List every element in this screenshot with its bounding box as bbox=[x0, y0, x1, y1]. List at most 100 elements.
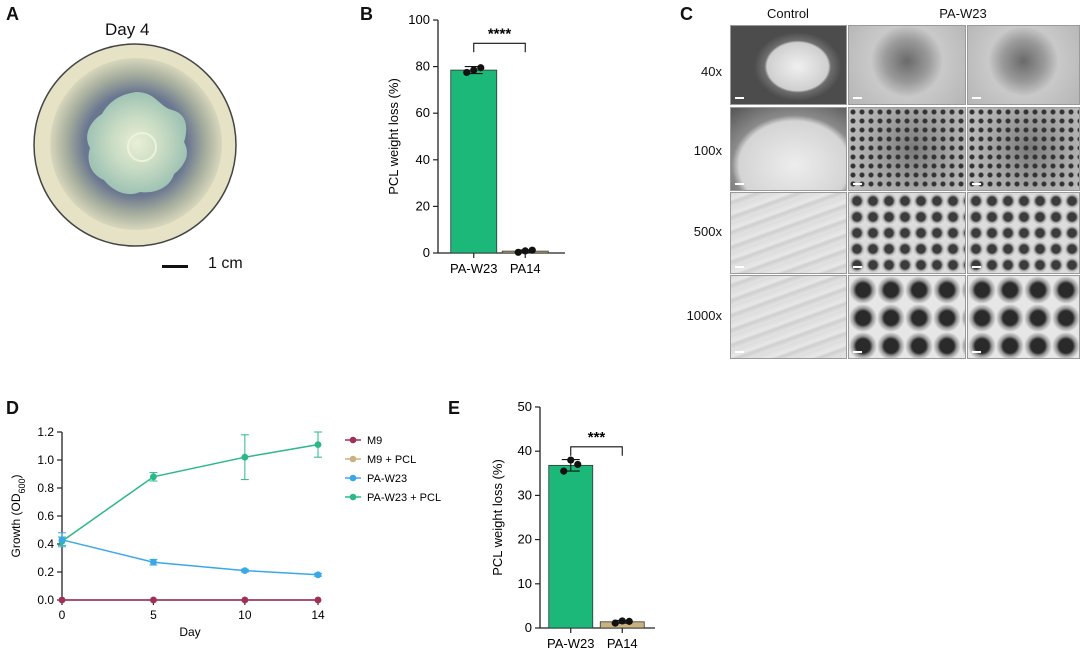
data-point-pa-w23 bbox=[241, 567, 249, 574]
data-point bbox=[611, 619, 619, 627]
data-point bbox=[463, 68, 471, 77]
data-point bbox=[574, 460, 582, 469]
panel-c-letter: C bbox=[680, 4, 693, 24]
legend-swatch-marker-pa-w23-pcl bbox=[349, 493, 357, 501]
legend-entry-pa-w23: PA-W23 bbox=[367, 473, 407, 485]
panel-a-title: Day 4 bbox=[105, 20, 150, 39]
legend-swatch-marker-m9 bbox=[349, 436, 357, 444]
sem-image-pa-w23-1-40x bbox=[848, 25, 966, 105]
x-tick-label: 10 bbox=[238, 608, 252, 622]
x-tick-label: 5 bbox=[150, 608, 157, 622]
sem-image-pa-w23-2-1000x bbox=[967, 275, 1080, 359]
x-tick-label: 14 bbox=[311, 608, 325, 622]
y-tick-label: 20 bbox=[518, 532, 532, 547]
scale-bar-marker bbox=[735, 97, 744, 99]
data-point-m9 bbox=[58, 596, 66, 604]
data-point bbox=[514, 248, 522, 256]
column-header-control: Control bbox=[767, 6, 809, 21]
significance-bracket bbox=[473, 42, 526, 53]
panel-e-letter: E bbox=[448, 398, 461, 418]
y-tick-label: 0.4 bbox=[37, 537, 54, 551]
y-tick-label: 0.6 bbox=[37, 509, 54, 523]
y-tick-label: 1.2 bbox=[37, 425, 54, 439]
column-header-pa-w23: PA-W23 bbox=[939, 6, 987, 21]
scale-bar-marker bbox=[853, 266, 862, 268]
magnification-label-1000x: 1000x bbox=[686, 308, 722, 323]
sem-image-control-100x bbox=[730, 107, 847, 191]
data-point-pa-w23 bbox=[150, 558, 157, 566]
scale-bar-marker bbox=[972, 183, 981, 185]
y-tick-label: 40 bbox=[416, 152, 430, 167]
scale-bar-marker bbox=[735, 351, 744, 353]
scale-bar-marker bbox=[853, 351, 862, 353]
x-tick-label: PA-W23 bbox=[547, 636, 594, 650]
sem-image-pa-w23-1-100x bbox=[848, 107, 966, 191]
scale-bar-marker bbox=[972, 266, 981, 268]
sem-image-pa-w23-2-500x bbox=[967, 192, 1080, 274]
data-point-pa-w23-pcl bbox=[150, 473, 157, 481]
data-point-pa-w23 bbox=[314, 571, 322, 579]
chart-b: 0 20 40 60 80 100 PCL weight loss (%) PA-W23 PA1… bbox=[386, 12, 565, 276]
panel-b-letter: B bbox=[360, 4, 373, 24]
x-axis-label: Day bbox=[179, 625, 200, 639]
magnification-label-500x: 500x bbox=[693, 224, 722, 239]
y-tick-label: 40 bbox=[518, 443, 532, 458]
sem-image-pa-w23-2-40x bbox=[967, 25, 1080, 105]
y-tick-label: 0.2 bbox=[37, 565, 54, 579]
data-point-m9 bbox=[150, 596, 157, 604]
data-point-pa-w23 bbox=[58, 536, 66, 544]
data-point-m9 bbox=[241, 596, 249, 604]
x-tick-label: 0 bbox=[59, 608, 66, 622]
chart-d: 0.0 0.2 0.4 0.6 0.8 1.0 1.2 0 5 10 14 Day Growth (OD… bbox=[9, 425, 441, 639]
sem-image-control-1000x bbox=[730, 275, 847, 359]
significance-stars: **** bbox=[488, 25, 512, 42]
scale-label: 1 cm bbox=[208, 255, 243, 272]
scale-bar-marker bbox=[735, 266, 744, 268]
data-point-m9 bbox=[314, 596, 322, 604]
data-point bbox=[477, 64, 485, 72]
sem-image-control-40x bbox=[730, 25, 847, 105]
legend-swatch-marker-pa-w23 bbox=[349, 474, 357, 482]
x-tick-label: PA14 bbox=[607, 636, 638, 650]
y-tick-label: 1.0 bbox=[37, 453, 54, 467]
y-tick-label: 0.8 bbox=[37, 481, 54, 495]
data-point bbox=[528, 246, 536, 254]
sem-image-pa-w23-1-500x bbox=[848, 192, 966, 274]
data-point-pa-w23-pcl bbox=[314, 441, 322, 448]
panel-a-letter: A bbox=[6, 4, 19, 24]
significance-stars: *** bbox=[588, 429, 606, 446]
significance-bracket bbox=[570, 446, 623, 456]
y-tick-label: 0 bbox=[525, 620, 532, 635]
data-point bbox=[618, 617, 626, 625]
sem-image-pa-w23-1-1000x bbox=[848, 275, 966, 359]
y-axis-label: PCL weight loss (%) bbox=[386, 78, 401, 195]
data-point bbox=[625, 617, 633, 625]
data-point-pa-w23-pcl bbox=[241, 453, 249, 461]
series-line-pa-w23 bbox=[61, 539, 319, 576]
series-line-pa-w23-pcl bbox=[61, 443, 319, 542]
y-tick-label: 30 bbox=[518, 487, 532, 502]
x-tick-label: PA14 bbox=[510, 261, 541, 276]
scale-bar bbox=[162, 265, 188, 268]
bar-pa-w23 bbox=[548, 464, 594, 629]
x-tick-label: PA-W23 bbox=[450, 261, 497, 276]
y-tick-label: 0.0 bbox=[37, 593, 54, 607]
data-point bbox=[521, 247, 529, 255]
legend-entry-m9: M9 bbox=[367, 435, 382, 447]
magnification-label-100x: 100x bbox=[693, 143, 722, 158]
y-tick-label: 0 bbox=[423, 245, 430, 260]
scale-bar-marker bbox=[853, 97, 862, 99]
sem-image-pa-w23-2-100x bbox=[967, 107, 1080, 191]
y-tick-label: 80 bbox=[416, 59, 430, 74]
scale-bar-marker bbox=[972, 351, 981, 353]
bar-pa-w23 bbox=[450, 69, 498, 254]
y-tick-label: 10 bbox=[518, 576, 532, 591]
scale-bar-marker bbox=[853, 183, 862, 185]
chart-e: 0 10 20 30 40 50 PCL weight loss (%) PA-W23 PA14… bbox=[490, 399, 655, 650]
y-tick-label: 20 bbox=[416, 198, 430, 213]
petri-dish-image bbox=[33, 43, 237, 247]
scale-bar-marker bbox=[972, 97, 981, 99]
y-tick-label: 100 bbox=[408, 12, 430, 27]
y-tick-label: 60 bbox=[416, 105, 430, 120]
data-point bbox=[470, 66, 478, 74]
